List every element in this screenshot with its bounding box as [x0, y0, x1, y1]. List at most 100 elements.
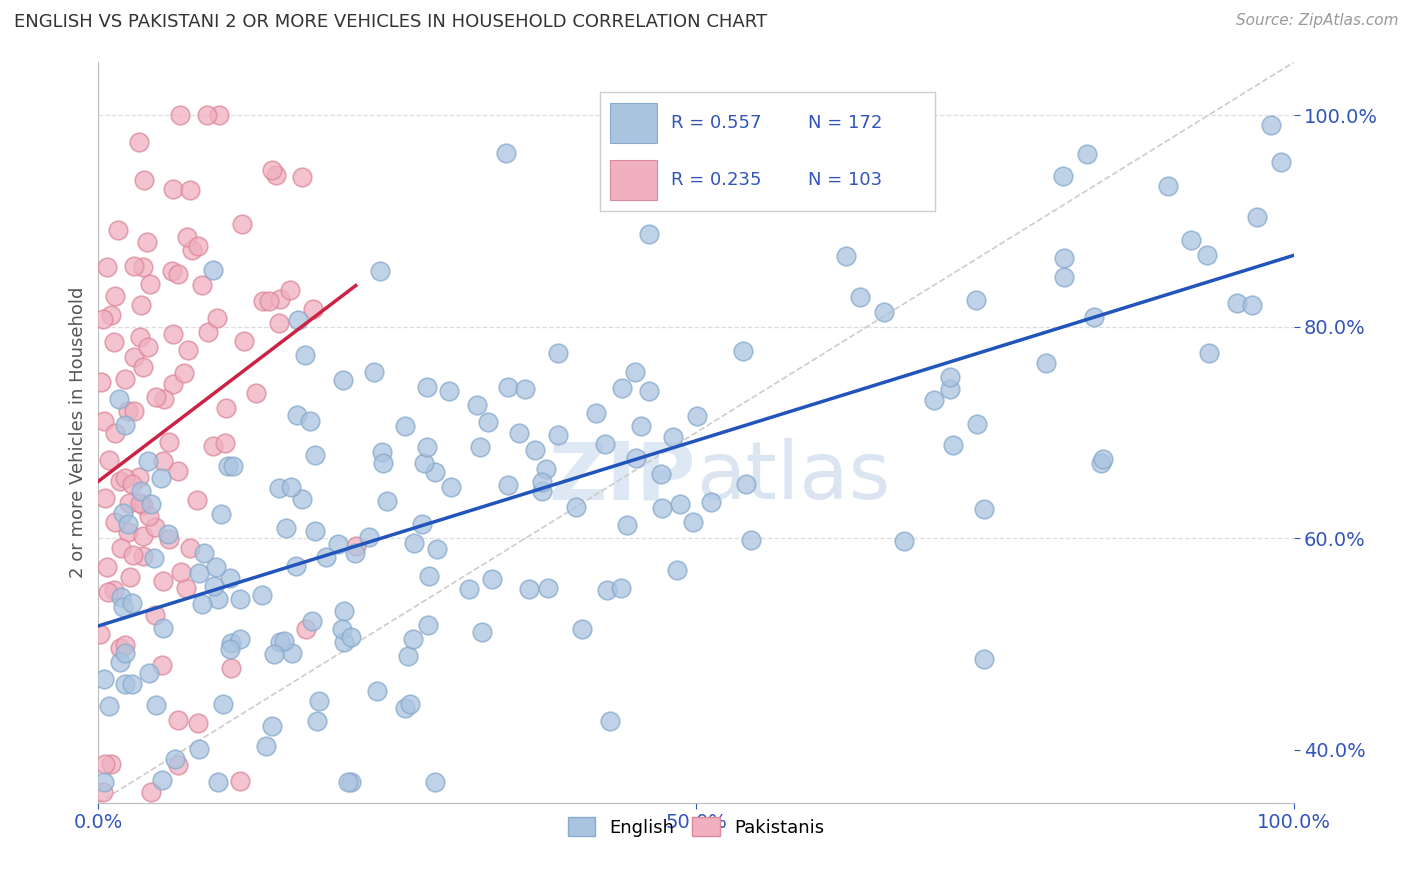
- Point: [262, 719, 284, 733]
- Point: [700, 495, 723, 509]
- Point: [411, 516, 433, 531]
- Point: [849, 290, 872, 304]
- Point: [735, 477, 758, 491]
- Point: [93, 756, 115, 771]
- Point: [440, 480, 463, 494]
- Point: [111, 506, 134, 520]
- Point: [1260, 118, 1282, 132]
- Point: [193, 546, 215, 560]
- Point: [938, 369, 960, 384]
- Point: [686, 409, 709, 423]
- Point: [187, 715, 209, 730]
- Point: [114, 638, 136, 652]
- Point: [262, 162, 284, 177]
- Point: [731, 343, 754, 358]
- Point: [291, 170, 314, 185]
- Point: [250, 588, 273, 602]
- Point: [1246, 210, 1268, 224]
- Point: [233, 334, 256, 348]
- Point: [104, 289, 127, 303]
- Point: [1053, 269, 1076, 284]
- Point: [624, 451, 647, 466]
- Point: [166, 713, 188, 727]
- Point: [131, 529, 153, 543]
- Point: [173, 367, 195, 381]
- Point: [418, 618, 440, 632]
- Point: [337, 774, 360, 789]
- Point: [100, 308, 122, 322]
- Point: [357, 530, 380, 544]
- Point: [128, 330, 150, 344]
- Point: [207, 592, 229, 607]
- Point: [97, 452, 120, 467]
- Point: [89, 627, 111, 641]
- Point: [138, 509, 160, 524]
- Point: [519, 582, 541, 596]
- Point: [668, 497, 690, 511]
- Point: [287, 313, 309, 327]
- Point: [1157, 178, 1180, 193]
- Point: [114, 417, 136, 432]
- Point: [375, 493, 398, 508]
- Point: [267, 482, 290, 496]
- Point: [114, 646, 136, 660]
- Point: [571, 622, 593, 636]
- Point: [254, 739, 277, 754]
- Point: [537, 582, 560, 596]
- Point: [122, 403, 145, 417]
- Point: [1053, 251, 1076, 265]
- Point: [149, 470, 172, 484]
- Point: [209, 507, 232, 521]
- Point: [298, 414, 321, 428]
- Point: [547, 427, 569, 442]
- Point: [122, 260, 145, 274]
- Point: [108, 655, 131, 669]
- Point: [524, 443, 547, 458]
- Point: [177, 343, 200, 358]
- Text: Source: ZipAtlas.com: Source: ZipAtlas.com: [1236, 13, 1399, 29]
- Point: [396, 648, 419, 663]
- Point: [107, 223, 129, 237]
- Point: [207, 774, 229, 789]
- Point: [942, 438, 965, 452]
- Point: [229, 591, 252, 606]
- Point: [152, 574, 174, 588]
- Point: [136, 454, 159, 468]
- Point: [132, 359, 155, 374]
- Point: [229, 773, 252, 788]
- Y-axis label: 2 or more Vehicles in Household: 2 or more Vehicles in Household: [69, 287, 87, 578]
- Point: [1035, 356, 1057, 370]
- Point: [534, 462, 557, 476]
- Point: [218, 571, 240, 585]
- Point: [328, 537, 350, 551]
- Point: [231, 217, 253, 231]
- Point: [340, 630, 363, 644]
- Point: [117, 524, 139, 539]
- Point: [142, 550, 165, 565]
- Point: [661, 429, 683, 443]
- Point: [330, 622, 353, 636]
- Point: [129, 484, 152, 499]
- Point: [276, 521, 298, 535]
- Point: [197, 325, 219, 339]
- Point: [202, 439, 225, 453]
- Point: [205, 559, 228, 574]
- Point: [121, 597, 143, 611]
- Point: [339, 774, 361, 789]
- Point: [153, 392, 176, 406]
- Point: [218, 642, 240, 657]
- Point: [467, 398, 489, 412]
- Point: [245, 386, 267, 401]
- Point: [585, 406, 607, 420]
- Point: [281, 646, 304, 660]
- Point: [121, 477, 143, 491]
- Point: [893, 533, 915, 548]
- Point: [682, 515, 704, 529]
- Point: [1091, 451, 1114, 466]
- Point: [496, 380, 519, 394]
- Point: [651, 500, 673, 515]
- Point: [638, 227, 661, 242]
- Point: [165, 751, 187, 765]
- Text: ZIP: ZIP: [548, 438, 696, 516]
- Point: [93, 414, 115, 428]
